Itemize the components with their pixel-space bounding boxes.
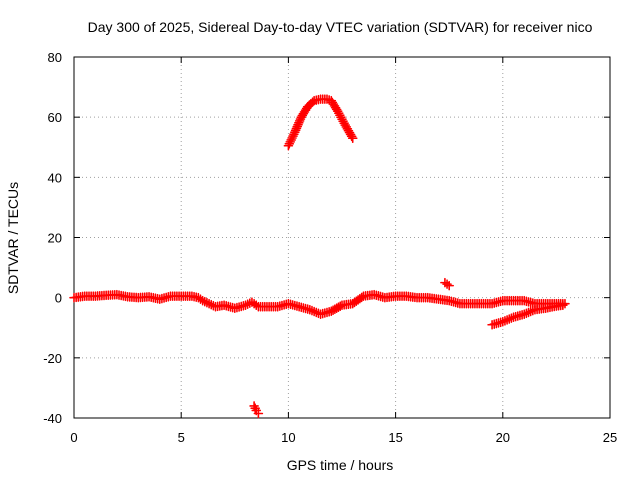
series-group <box>283 94 358 151</box>
y-tick-label: 40 <box>48 170 62 185</box>
data-points <box>69 94 570 419</box>
series-group <box>69 289 570 320</box>
y-tick-label: -40 <box>43 411 62 426</box>
plot-frame <box>73 56 611 419</box>
data-point <box>335 301 346 311</box>
data-point <box>253 408 264 419</box>
y-tick-label: 80 <box>48 50 62 65</box>
y-tick-label: 20 <box>48 231 62 246</box>
x-tick-label: 0 <box>70 430 77 445</box>
x-axis-label: GPS time / hours <box>287 457 394 473</box>
data-point <box>558 300 568 310</box>
chart-title: Day 300 of 2025, Sidereal Day-to-day VTE… <box>88 19 593 35</box>
x-tick-label: 5 <box>178 430 185 445</box>
y-tick-label: -20 <box>43 351 62 366</box>
series-group <box>249 277 454 419</box>
series-group <box>487 300 568 330</box>
x-tick-label: 20 <box>496 430 510 445</box>
x-tick-label: 10 <box>281 430 295 445</box>
y-axis-label: SDTVAR / TECUs <box>5 182 21 294</box>
x-tick-label: 25 <box>603 430 617 445</box>
axis-ticks: 0 5 10 15 20 25 -40 -20 0 20 40 60 80 <box>43 50 617 445</box>
data-point <box>444 280 454 291</box>
x-tick-label: 15 <box>388 430 402 445</box>
y-tick-label: 0 <box>55 291 62 306</box>
y-tick-label: 60 <box>48 110 62 125</box>
data-point <box>356 292 367 303</box>
data-point <box>347 133 358 144</box>
